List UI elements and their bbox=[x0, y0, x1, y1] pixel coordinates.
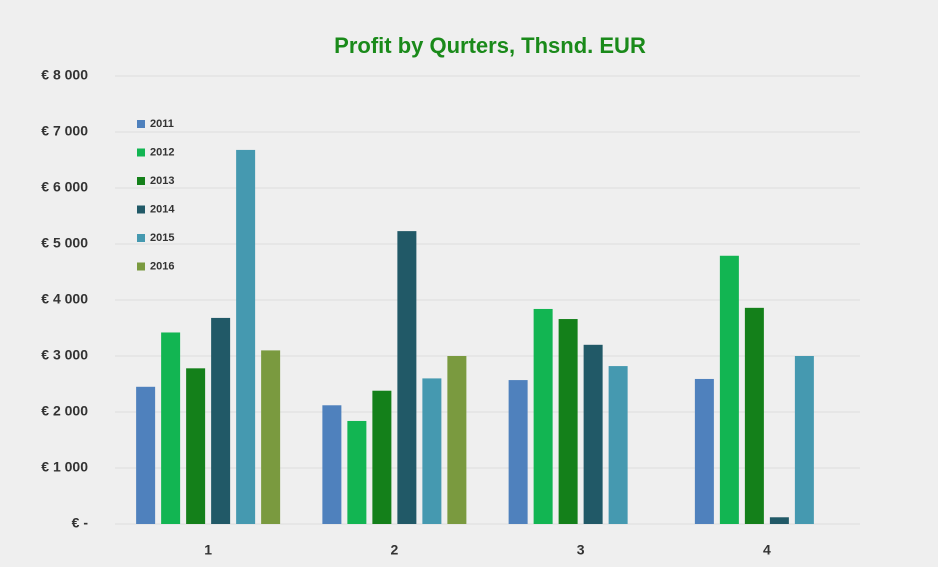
y-tick-label: € 5 000 bbox=[41, 235, 88, 251]
bar bbox=[447, 356, 467, 524]
bar bbox=[161, 332, 181, 524]
bar bbox=[397, 231, 417, 524]
bar bbox=[136, 386, 156, 524]
legend-label: 2013 bbox=[150, 175, 174, 187]
bar bbox=[694, 378, 714, 524]
legend-swatch bbox=[137, 148, 145, 157]
y-tick-label: € 7 000 bbox=[41, 123, 88, 139]
y-tick-label: € 3 000 bbox=[41, 347, 88, 363]
bar bbox=[236, 149, 256, 525]
bar bbox=[608, 366, 628, 524]
legend-label: 2012 bbox=[150, 146, 174, 158]
bar bbox=[261, 350, 281, 524]
legend-swatch bbox=[137, 120, 145, 128]
legend-swatch bbox=[137, 177, 145, 185]
y-tick-label: € 2 000 bbox=[41, 403, 88, 419]
bar bbox=[719, 255, 739, 524]
chart-title: Profit by Qurters, Thsnd. EUR bbox=[334, 33, 646, 58]
bar bbox=[186, 368, 206, 524]
bar bbox=[533, 308, 553, 524]
bar bbox=[794, 356, 814, 524]
bar bbox=[744, 307, 764, 524]
x-tick-label: 4 bbox=[763, 542, 771, 558]
y-tick-label: € 1 000 bbox=[41, 459, 88, 475]
legend-label: 2011 bbox=[150, 118, 174, 130]
x-tick-label: 3 bbox=[577, 542, 585, 558]
y-tick-label: € 8 000 bbox=[41, 67, 88, 83]
legend-label: 2014 bbox=[150, 203, 175, 215]
bar bbox=[372, 390, 392, 524]
legend-label: 2015 bbox=[150, 232, 174, 244]
legend-swatch bbox=[137, 234, 145, 242]
x-tick-label: 2 bbox=[390, 542, 398, 558]
bar bbox=[322, 405, 342, 524]
legend-swatch bbox=[137, 205, 145, 214]
legend-label: 2016 bbox=[150, 260, 174, 272]
y-tick-label: € - bbox=[72, 515, 89, 531]
bar bbox=[769, 517, 789, 524]
y-tick-label: € 6 000 bbox=[41, 179, 88, 195]
x-tick-label: 1 bbox=[204, 542, 212, 558]
legend-swatch bbox=[137, 262, 145, 271]
bar bbox=[558, 319, 578, 524]
bar bbox=[422, 378, 442, 524]
bar bbox=[583, 344, 603, 524]
bar bbox=[211, 317, 231, 524]
y-tick-label: € 4 000 bbox=[41, 291, 88, 307]
bar bbox=[347, 420, 367, 524]
bar bbox=[508, 380, 528, 524]
